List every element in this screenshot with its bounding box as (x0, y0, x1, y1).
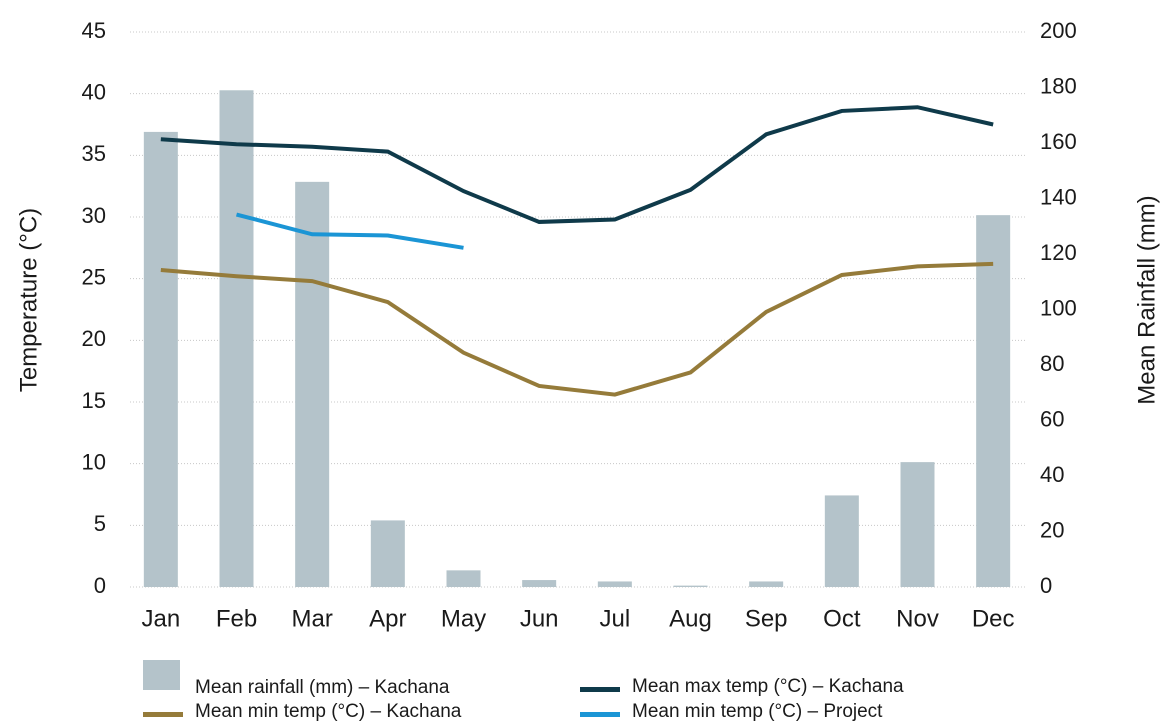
y-tick-label: 15 (82, 388, 106, 413)
bar (673, 585, 708, 587)
y2-tick-label: 200 (1040, 18, 1077, 43)
y-tick-label: 45 (82, 18, 106, 43)
x-tick-label: Dec (972, 605, 1015, 632)
legend-label: Mean min temp (°C) – Project (632, 701, 883, 722)
y2-tick-label: 20 (1040, 517, 1064, 542)
y-tick-label: 25 (82, 264, 106, 289)
y2-tick-label: 0 (1040, 573, 1052, 598)
bar (522, 580, 557, 587)
y-tick-label: 0 (94, 573, 106, 598)
legend-label: Mean rainfall (mm) – Kachana (195, 677, 450, 698)
legend-label: Mean max temp (°C) – Kachana (632, 676, 904, 697)
legend-swatch (580, 712, 620, 717)
bar (900, 462, 935, 587)
bar (597, 581, 632, 587)
x-tick-label: Oct (823, 605, 861, 632)
y2-tick-label: 100 (1040, 295, 1077, 320)
x-tick-label: Feb (216, 605, 257, 632)
y-tick-label: 10 (82, 449, 106, 474)
x-tick-label: Aug (669, 605, 712, 632)
x-tick-label: Jan (141, 605, 180, 632)
bar (749, 581, 784, 587)
x-tick-label: Nov (896, 605, 939, 632)
legend-swatch (143, 712, 183, 717)
bar (446, 570, 481, 587)
y-axis-title: Temperature (°C) (15, 208, 42, 392)
line (160, 105, 994, 224)
x-tick-label: Mar (291, 605, 332, 632)
bar (295, 181, 330, 587)
bar (219, 90, 254, 588)
bar (143, 131, 178, 587)
y-tick-label: 40 (82, 79, 106, 104)
x-tick-label: May (441, 605, 486, 632)
y2-tick-label: 180 (1040, 73, 1077, 98)
y2-axis-title: Mean Rainfall (mm) (1133, 195, 1160, 404)
legend-swatch (143, 660, 180, 690)
y2-tick-label: 60 (1040, 406, 1064, 431)
bar (976, 215, 1011, 587)
x-tick-label: Jun (520, 605, 559, 632)
x-tick-label: Sep (745, 605, 788, 632)
line (235, 212, 464, 250)
y-tick-label: 5 (94, 511, 106, 536)
y2-tick-label: 80 (1040, 351, 1064, 376)
y-tick-label: 35 (82, 141, 106, 166)
line (160, 261, 994, 397)
y2-tick-label: 120 (1040, 240, 1077, 265)
bar (824, 495, 859, 587)
y-tick-label: 20 (82, 326, 106, 351)
x-tick-label: Jul (599, 605, 630, 632)
y-tick-label: 30 (82, 203, 106, 228)
y2-tick-label: 40 (1040, 462, 1064, 487)
bar (370, 520, 405, 587)
x-tick-label: Apr (369, 605, 406, 632)
legend-label: Mean min temp (°C) – Kachana (195, 701, 462, 722)
y2-tick-label: 140 (1040, 184, 1077, 209)
legend-swatch (580, 687, 620, 692)
y2-tick-label: 160 (1040, 129, 1077, 154)
